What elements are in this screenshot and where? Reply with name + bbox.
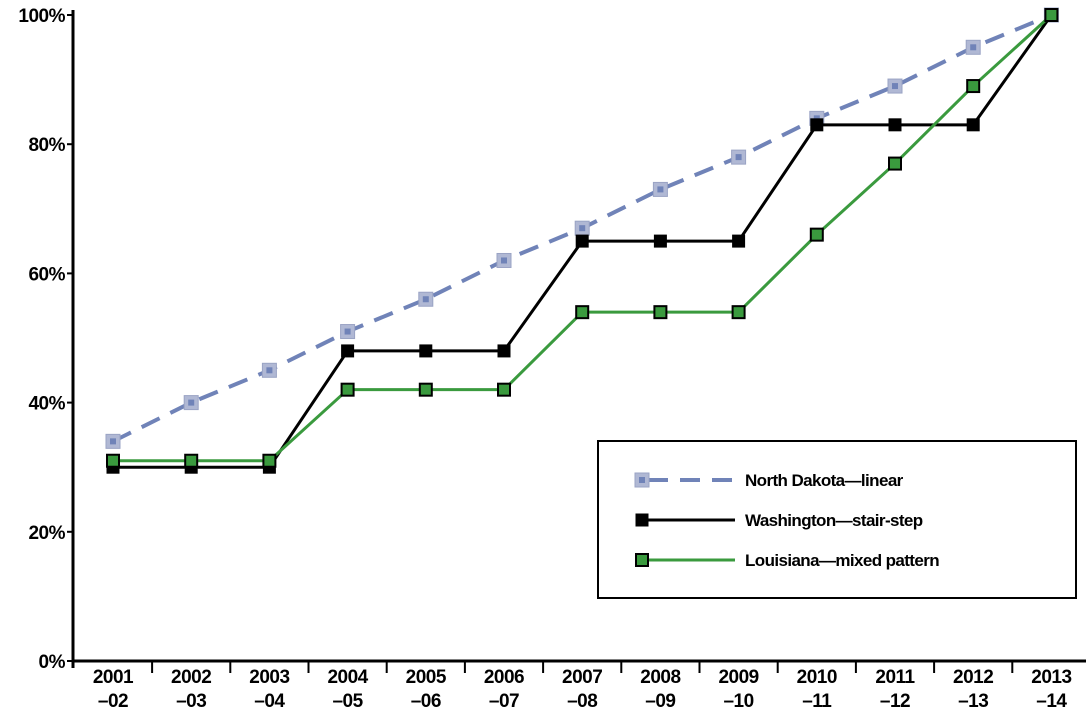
x-tick-label: 2002 –03 (171, 667, 211, 712)
data-point (965, 39, 981, 55)
legend: North Dakota—linear Washington—stair-step… (597, 440, 1077, 599)
data-point (574, 220, 590, 236)
data-point (419, 344, 433, 358)
y-tick-label: 0% (39, 652, 66, 673)
data-point (575, 234, 589, 248)
x-tick-label: 2005 –06 (406, 667, 447, 712)
y-tick-label: 20% (28, 523, 65, 544)
data-point (809, 227, 824, 242)
x-tick-label: 2010 –11 (797, 667, 837, 712)
data-point (810, 118, 824, 132)
data-point (966, 118, 980, 132)
legend-marker (634, 472, 650, 488)
legend-label: Washington—stair-step (745, 511, 923, 530)
data-point (183, 395, 199, 411)
data-point (887, 78, 903, 94)
y-tick-label: 60% (28, 264, 65, 285)
data-point (888, 118, 902, 132)
data-point (418, 291, 434, 307)
data-point (653, 305, 668, 320)
legend-entry: Louisiana—mixed pattern (635, 551, 940, 570)
x-tick-label: 2013 –14 (1031, 667, 1071, 712)
data-point (731, 149, 747, 165)
legend-marker (635, 513, 649, 527)
data-point (496, 252, 512, 268)
y-tick-label: 100% (18, 6, 65, 27)
y-tick-label: 40% (28, 394, 65, 415)
data-point (340, 382, 355, 397)
x-tick-label: 2007 –08 (562, 667, 602, 712)
data-point (105, 433, 121, 449)
x-tick-label: 2003 –04 (249, 667, 289, 712)
series-0 (105, 7, 1059, 449)
data-point (732, 234, 746, 248)
data-point (888, 156, 902, 171)
legend-label: Louisiana—mixed pattern (745, 551, 939, 570)
data-point (966, 79, 981, 94)
data-point (731, 305, 746, 320)
legend-entry: Washington—stair-step (635, 511, 923, 530)
legend-marker (635, 553, 649, 567)
x-tick-label: 2006 –07 (484, 667, 524, 712)
data-point (262, 453, 277, 468)
x-tick-label: 2008 –09 (640, 667, 680, 712)
x-tick-label: 2011 –12 (875, 667, 915, 712)
x-tick-label: 2012 –13 (953, 667, 993, 712)
legend-label: North Dakota—linear (745, 471, 904, 490)
axes: 0% 20% 40% 60% 80% 100% 2001 –02 2002 –03 2003 –04 2… (18, 6, 1086, 712)
x-tick-label: 2004 –05 (327, 667, 368, 712)
data-point (497, 344, 511, 358)
data-point (652, 181, 668, 197)
data-point (418, 382, 433, 397)
data-point (341, 344, 355, 358)
data-point (106, 453, 120, 468)
data-point (653, 234, 667, 248)
series-layer (105, 7, 1059, 474)
y-tick-label: 80% (28, 135, 65, 156)
legend-entry: North Dakota—linear (634, 471, 904, 490)
data-point (340, 324, 356, 340)
data-point (184, 453, 199, 468)
data-point (497, 382, 511, 397)
data-point (575, 305, 590, 320)
data-point (1044, 8, 1059, 22)
x-tick-label: 2001 –02 (93, 667, 134, 712)
data-point (261, 362, 277, 378)
series-2 (106, 8, 1059, 468)
x-tick-label: 2009 –10 (718, 667, 758, 712)
